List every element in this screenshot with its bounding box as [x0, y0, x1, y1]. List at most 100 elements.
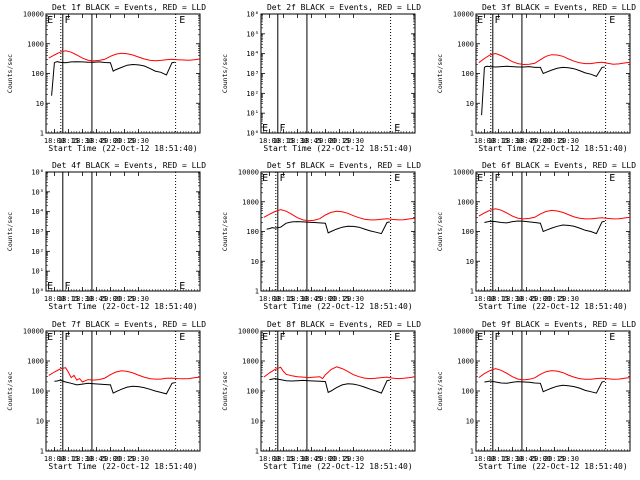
x-tick-label: 20:00: [530, 137, 551, 145]
x-tick-label: 18:30: [502, 137, 523, 145]
y-tick-label: 10⁴: [31, 208, 44, 216]
plot-frame: [260, 13, 416, 134]
plot-frame: [45, 13, 201, 134]
y-tick-label: 10²: [31, 248, 44, 256]
y-tick-label: 1: [255, 448, 259, 456]
detector-panel-9: Det 9f BLACK = Events, RED = LLD 1 10 100 10…: [436, 320, 636, 471]
attenuator-flag: F: [494, 332, 500, 343]
attenuator-flag: E: [47, 332, 53, 343]
x-tick-label: 18:00: [474, 137, 495, 145]
x-tick-label: 18:30: [72, 455, 93, 463]
y-axis-label: Counts/sec: [221, 371, 229, 410]
x-tick-label: 18:30: [502, 295, 523, 303]
attenuator-flag: E: [179, 281, 185, 292]
y-tick-label: 10: [251, 258, 259, 266]
x-tick-label: 18:15: [488, 455, 509, 463]
detector-panel-3: Det 3f BLACK = Events, RED = LLD 1 10 100 10…: [436, 3, 636, 153]
y-tick-label: 100: [461, 228, 474, 236]
x-tick-label: 18:30: [287, 455, 308, 463]
y-tick-label: 10000: [238, 328, 259, 336]
y-tick-label: 100: [246, 388, 259, 396]
y-tick-label: 10⁵: [31, 188, 44, 196]
y-tick-label: 1: [470, 288, 474, 296]
detector-panel-1: Det 1f BLACK = Events, RED = LLD 1 10 100 10…: [6, 3, 206, 153]
y-tick-label: 1000: [457, 198, 474, 206]
y-tick-label: 100: [461, 388, 474, 396]
x-tick-label: 18:45: [86, 137, 107, 145]
y-tick-label: 10000: [23, 11, 44, 19]
lld-series-line: [263, 209, 416, 222]
y-axis-label: Counts/sec: [221, 212, 229, 251]
x-tick-label: 18:15: [273, 455, 294, 463]
attenuator-flag: E: [47, 281, 53, 292]
panel-title: Det 8f BLACK = Events, RED = LLD: [267, 320, 421, 329]
panel-title: Det 7f BLACK = Events, RED = LLD: [52, 320, 206, 329]
panel-title: Det 1f BLACK = Events, RED = LLD: [52, 3, 206, 12]
y-axis-label: Counts/sec: [221, 54, 229, 93]
x-tick-label: 18:15: [58, 137, 79, 145]
x-tick-label: 20:30: [558, 137, 579, 145]
plot-frame: [45, 171, 201, 292]
y-tick-label: 100: [461, 70, 474, 78]
plot-frame: [260, 330, 416, 452]
x-tick-label: 20:00: [100, 455, 121, 463]
panel-title: Det 9f BLACK = Events, RED = LLD: [482, 320, 636, 329]
x-tick-label: 18:30: [72, 137, 93, 145]
y-tick-label: 10⁶: [31, 169, 44, 177]
attenuator-flag: E: [477, 332, 483, 343]
x-axis-label: Start Time (22-Oct-12 18:51:40): [263, 462, 412, 471]
y-axis-label: Counts/sec: [6, 371, 14, 410]
y-axis-label: Counts/sec: [436, 371, 444, 410]
x-tick-label: 18:00: [44, 137, 65, 145]
panel-title: Det 5f BLACK = Events, RED = LLD: [267, 161, 421, 170]
x-tick-label: 20:15: [114, 295, 135, 303]
y-tick-label: 10000: [453, 328, 474, 336]
x-tick-label: 20:00: [100, 295, 121, 303]
x-tick-label: 20:30: [128, 455, 149, 463]
lld-series-line: [48, 50, 201, 62]
x-tick-label: 18:00: [259, 455, 280, 463]
x-tick-label: 18:00: [474, 455, 495, 463]
y-tick-label: 10: [466, 100, 474, 108]
attenuator-flag: E: [394, 123, 400, 134]
y-tick-label: 10¹: [246, 110, 259, 118]
x-tick-label: 20:30: [558, 295, 579, 303]
lld-series-line: [478, 368, 631, 381]
attenuator-flag: E: [609, 173, 615, 184]
x-tick-label: 18:30: [287, 295, 308, 303]
y-tick-label: 10⁵: [246, 30, 259, 38]
y-tick-label: 1000: [457, 40, 474, 48]
x-tick-label: 18:45: [301, 295, 322, 303]
plot-frame: [475, 330, 631, 452]
y-tick-label: 10⁶: [246, 11, 259, 19]
x-tick-label: 18:30: [502, 455, 523, 463]
lld-series-line: [48, 367, 201, 383]
y-tick-label: 10⁴: [246, 50, 259, 58]
attenuator-flag: E: [477, 15, 483, 26]
x-tick-label: 20:15: [329, 137, 350, 145]
x-axis-label: Start Time (22-Oct-12 18:51:40): [48, 144, 197, 153]
y-tick-label: 1000: [27, 358, 44, 366]
events-series-line: [269, 378, 390, 394]
attenuator-flag: F: [64, 332, 70, 343]
y-tick-label: 10: [251, 418, 259, 426]
x-tick-label: 18:15: [273, 137, 294, 145]
attenuator-flag: E: [394, 332, 400, 343]
x-tick-label: 18:45: [516, 295, 537, 303]
x-tick-label: 18:00: [259, 295, 280, 303]
attenuator-flag: F: [279, 173, 285, 184]
y-tick-label: 1: [470, 130, 474, 138]
attenuator-flag: E: [262, 123, 268, 134]
panel-title: Det 3f BLACK = Events, RED = LLD: [482, 3, 636, 12]
x-tick-label: 18:45: [301, 455, 322, 463]
events-series-line: [484, 220, 605, 235]
x-axis-label: Start Time (22-Oct-12 18:51:40): [478, 462, 627, 471]
lld-series-line: [478, 52, 631, 66]
x-tick-label: 18:15: [488, 295, 509, 303]
x-tick-label: 18:15: [273, 295, 294, 303]
y-tick-label: 1: [40, 130, 44, 138]
attenuator-flag: E: [179, 332, 185, 343]
x-tick-label: 20:00: [530, 455, 551, 463]
x-tick-label: 18:45: [86, 455, 107, 463]
